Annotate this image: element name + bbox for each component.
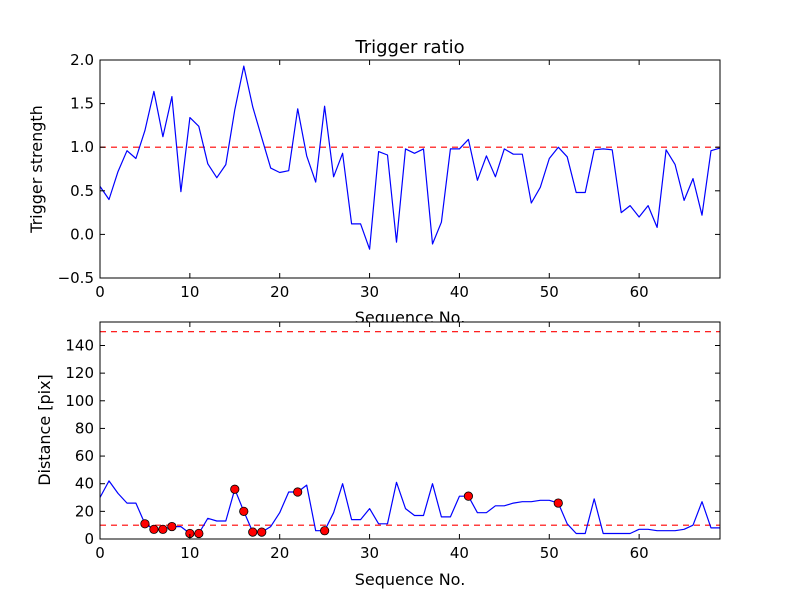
- x-tick-label: 60: [630, 283, 649, 301]
- y-tick-label: 120: [65, 364, 94, 382]
- y-tick-label: 80: [75, 419, 94, 437]
- y-tick-label: 140: [65, 336, 94, 354]
- x-tick-label: 30: [360, 544, 379, 562]
- y-axis-label: Distance [pix]: [35, 374, 54, 486]
- plot-frame: [99, 59, 721, 279]
- plot-area: [100, 322, 720, 539]
- y-tick-label: 0: [84, 530, 94, 548]
- series-line: [99, 480, 720, 535]
- distance-chart: 0 10 20 30 40 50 60 0 20 40 60 80 100 120 140 Sequenc…: [35, 321, 721, 589]
- trigger-ratio-chart: Trigger ratio 0 10 20 30 40 50 60 −0.5 0.0 0.5 1.…: [27, 37, 721, 327]
- x-tick-label: 50: [540, 544, 559, 562]
- y-tick-label: 100: [65, 392, 94, 410]
- x-tick-label: 60: [630, 544, 649, 562]
- data-point: [248, 527, 258, 537]
- plot-area: [100, 60, 720, 278]
- y-tick-label: 0.0: [70, 225, 94, 243]
- x-tick-label: 20: [270, 283, 289, 301]
- x-tick-label: 50: [540, 283, 559, 301]
- y-tick-label: 40: [75, 475, 94, 493]
- y-tick-label: 60: [75, 447, 94, 465]
- plot-frame: [99, 321, 721, 540]
- series-line: [99, 65, 721, 250]
- data-point: [257, 527, 267, 537]
- x-tick-label: 0: [95, 544, 105, 562]
- data-point: [158, 524, 168, 534]
- data-point: [239, 506, 249, 516]
- x-axis-label: Sequence No.: [355, 570, 466, 589]
- x-tick-label: 0: [95, 283, 105, 301]
- data-point: [230, 484, 240, 494]
- x-tick-label: 10: [180, 544, 199, 562]
- x-tick-label: 20: [270, 544, 289, 562]
- data-point: [553, 498, 563, 508]
- y-tick-label: −0.5: [58, 269, 94, 287]
- x-tick-label: 40: [450, 544, 469, 562]
- x-tick-label: 10: [180, 283, 199, 301]
- chart-title: Trigger ratio: [354, 37, 464, 58]
- data-point: [463, 491, 474, 501]
- data-point: [140, 519, 150, 529]
- y-tick-label: 2.0: [70, 51, 94, 69]
- data-point: [167, 521, 177, 532]
- data-point: [149, 524, 159, 534]
- y-axis-label: Trigger strength: [27, 105, 46, 234]
- x-tick-label: 40: [450, 283, 469, 301]
- y-tick-label: 1.0: [70, 138, 94, 156]
- data-point: [293, 487, 303, 497]
- data-point: [194, 528, 204, 539]
- y-tick-label: 1.5: [70, 95, 94, 113]
- data-point: [320, 526, 330, 536]
- y-tick-label: 20: [75, 502, 94, 520]
- y-tick-label: 0.5: [70, 182, 94, 200]
- x-tick-label: 30: [360, 283, 379, 301]
